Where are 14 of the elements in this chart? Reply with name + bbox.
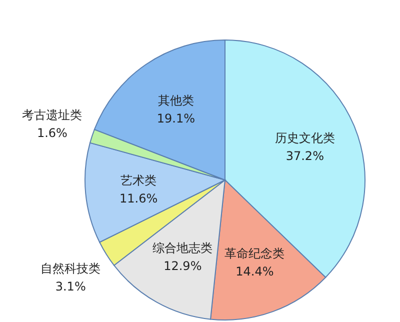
- slice-label: 自然科技类: [40, 261, 101, 276]
- data-label: 3.1%: [55, 279, 86, 294]
- slice-label: 综合地志类: [152, 240, 213, 255]
- slice-label: 革命纪念类: [224, 246, 285, 261]
- slice-label: 考古遗址类: [22, 108, 82, 122]
- data-label: 37.2%: [286, 149, 324, 164]
- slice-label: 艺术类: [120, 173, 157, 188]
- slice-label: 历史文化类: [274, 131, 335, 146]
- data-label: 1.6%: [36, 126, 68, 140]
- data-label: 12.9%: [164, 258, 202, 273]
- data-label: 14.4%: [236, 264, 274, 279]
- data-label: 19.1%: [156, 111, 196, 126]
- data-label: 11.6%: [120, 191, 158, 206]
- slice-label: 其他类: [158, 93, 194, 108]
